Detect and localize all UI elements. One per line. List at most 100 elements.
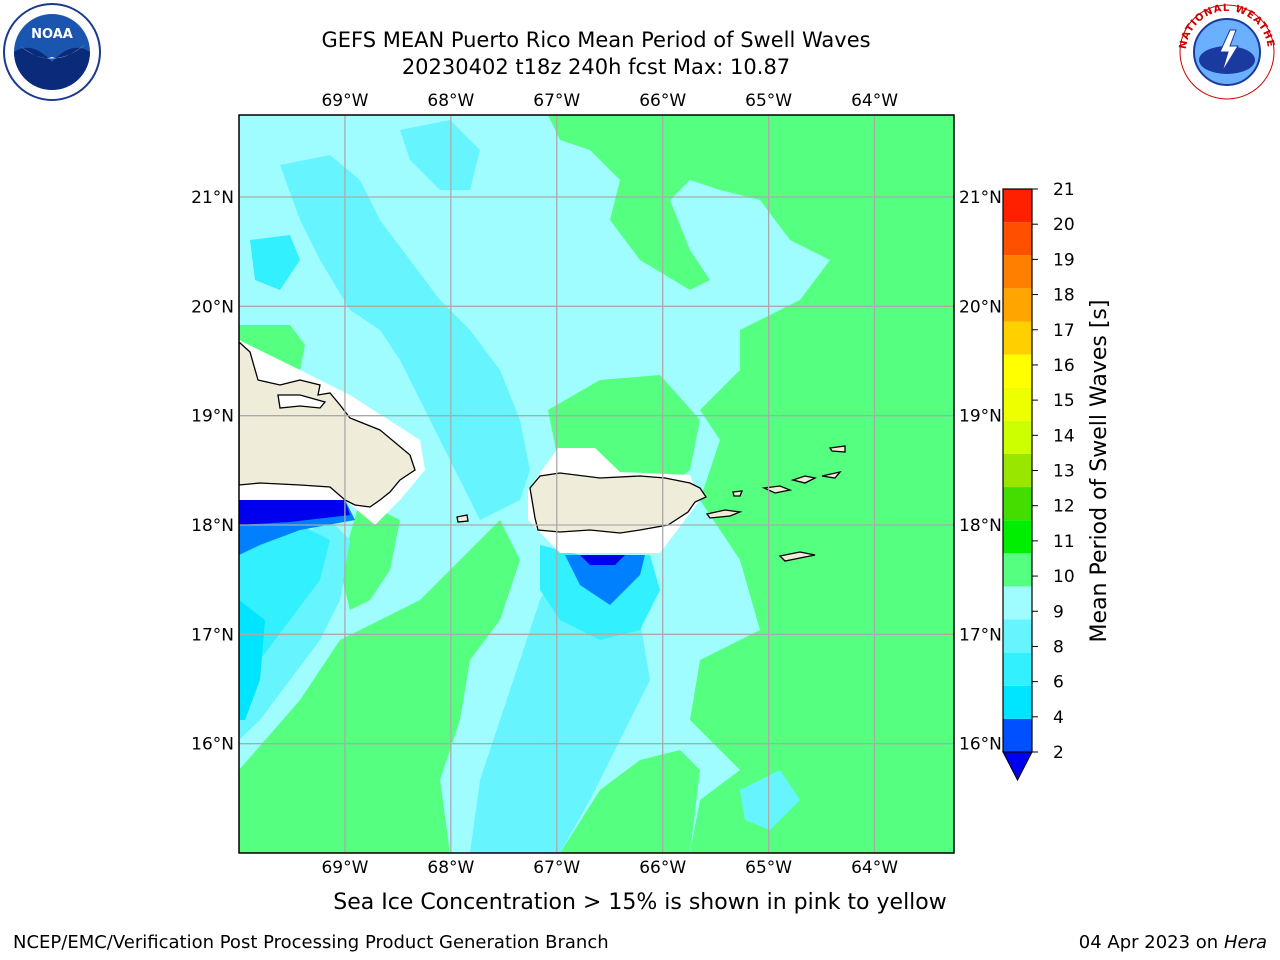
colorbar-band <box>1003 619 1032 653</box>
colorbar-band <box>1003 321 1032 355</box>
mona-island <box>456 514 469 523</box>
lat-label-left: 19°N <box>191 407 234 427</box>
hispaniola-land <box>239 341 416 508</box>
lon-label-bottom: 68°W <box>427 858 474 878</box>
colorbar-extend-arrow <box>1002 751 1033 782</box>
period-9-10-west-strip <box>340 500 400 610</box>
colorbar-band <box>1003 255 1032 289</box>
colorbar-band <box>1003 586 1032 620</box>
lat-label-right: 19°N <box>959 407 1002 427</box>
colorbar-tick-label: 13 <box>1053 462 1075 482</box>
lon-label-bottom: 67°W <box>533 858 580 878</box>
lon-label-top: 66°W <box>639 91 686 111</box>
colorbar-tick-label: 14 <box>1053 426 1075 446</box>
period-7-8-north-east-tongue <box>400 120 480 190</box>
colorbar-band <box>1003 520 1032 554</box>
colorbar-tick-label: 12 <box>1053 497 1075 517</box>
colorbar-tick-label: 6 <box>1053 673 1064 693</box>
map-frame <box>238 114 955 854</box>
graticule <box>239 115 954 853</box>
period-6-7-nw-patch <box>250 235 300 290</box>
lon-label-bottom: 64°W <box>851 858 898 878</box>
period-4-6-sw-edge <box>239 600 265 720</box>
lat-label-left: 16°N <box>191 735 234 755</box>
lat-label-right: 16°N <box>959 735 1002 755</box>
latitude-labels-left: 21°N 20°N 19°N 18°N 17°N 16°N <box>191 188 234 755</box>
colorbar-band <box>1003 718 1032 752</box>
lat-label-left: 17°N <box>191 625 234 645</box>
lon-label-top: 69°W <box>321 91 368 111</box>
colorbar-band <box>1003 222 1032 256</box>
colorbar-band <box>1003 288 1032 322</box>
st-croix-island <box>778 551 816 562</box>
period-9-10-southwest-region <box>239 520 520 853</box>
period-7-8-north-tongue <box>280 155 530 520</box>
sea-ice-caption: Sea Ice Concentration > 15% is shown in … <box>333 890 947 915</box>
map-title-line-1: GEFS MEAN Puerto Rico Mean Period of Swe… <box>321 28 871 52</box>
colorbar-band <box>1003 487 1032 521</box>
colorbar-tick-label: 19 <box>1053 250 1075 270</box>
colorbar-tick-label: 11 <box>1053 532 1075 552</box>
lat-label-left: 21°N <box>191 188 234 208</box>
colorbar <box>1002 188 1033 782</box>
national-weather-service-logo: NATIONAL WEATHER SERVICE <box>1176 2 1275 100</box>
period-2-4-south-of-pr <box>565 555 645 605</box>
lat-label-right: 20°N <box>959 297 1002 317</box>
lon-label-bottom: 66°W <box>639 858 686 878</box>
colorbar-tick-label: 16 <box>1053 356 1075 376</box>
footer-date-text: 04 Apr 2023 on <box>1078 932 1224 953</box>
colorbar-band <box>1003 652 1032 686</box>
colorbar-tick-label: 20 <box>1053 215 1075 235</box>
colorbar-tick-label: 8 <box>1053 637 1064 657</box>
period-below-2-hispaniola-south <box>239 500 350 525</box>
lon-label-bottom: 69°W <box>321 858 368 878</box>
lon-label-top: 68°W <box>427 91 474 111</box>
lon-label-bottom: 65°W <box>745 858 792 878</box>
colorbar-band <box>1003 685 1032 719</box>
puerto-rico-land <box>529 472 707 534</box>
colorbar-ticks: 2 4 6 8 9 10 11 12 13 14 15 16 17 18 19 20 21 <box>1032 180 1075 763</box>
colorbar-tick-label: 4 <box>1053 708 1064 728</box>
colorbar-tick-label: 18 <box>1053 286 1075 306</box>
noaa-logo-text: NOAA <box>31 27 73 42</box>
footer-host: Hera <box>1223 932 1267 953</box>
lat-label-left: 18°N <box>191 516 234 536</box>
lat-label-left: 20°N <box>191 297 234 317</box>
latitude-labels-right: 21°N 20°N 19°N 18°N 17°N 16°N <box>959 188 1002 755</box>
colorbar-band <box>1003 387 1032 421</box>
noaa-logo: NOAA <box>3 3 101 101</box>
colorbar-band <box>1003 553 1032 587</box>
lon-label-top: 64°W <box>851 91 898 111</box>
colorbar-tick-label: 2 <box>1053 743 1064 763</box>
colorbar-tick-label: 9 <box>1053 602 1064 622</box>
lat-label-right: 21°N <box>959 188 1002 208</box>
lon-label-top: 67°W <box>533 91 580 111</box>
footer-credit: NCEP/EMC/Verification Post Processing Pr… <box>13 932 609 953</box>
map-title-line-2: 20230402 t18z 240h fcst Max: 10.87 <box>401 55 791 79</box>
footer-date: 04 Apr 2023 on Hera <box>1079 932 1267 953</box>
lon-label-top: 65°W <box>745 91 792 111</box>
longitude-labels-bottom: 69°W 68°W 67°W 66°W 65°W 64°W <box>321 858 898 878</box>
lat-label-right: 17°N <box>959 625 1002 645</box>
colorbar-label: Mean Period of Swell Waves [s] <box>1087 300 1112 643</box>
period-9-10-south-central <box>560 750 700 853</box>
longitude-labels-top: 69°W 68°W 67°W 66°W 65°W 64°W <box>321 91 898 111</box>
colorbar-tick-label: 21 <box>1053 180 1075 200</box>
colorbar-tick-label: 10 <box>1053 567 1075 587</box>
colorbar-tick-label: 15 <box>1053 391 1075 411</box>
period-below-2-south-of-pr <box>580 555 625 565</box>
period-7-8-se-patch <box>740 770 800 830</box>
colorbar-band <box>1003 453 1032 488</box>
colorbar-tick-label: 17 <box>1053 321 1075 341</box>
hispaniola-peninsula <box>277 394 327 409</box>
lat-label-right: 18°N <box>959 516 1002 536</box>
colorbar-band <box>1003 420 1032 454</box>
vieques-island <box>705 509 743 519</box>
colorbar-band <box>1003 354 1032 388</box>
colorbar-band <box>1003 189 1032 223</box>
contour-fill-layer <box>239 115 954 853</box>
culebra-island <box>732 490 744 497</box>
virgin-islands <box>761 445 846 494</box>
period-9-10-east-region <box>548 115 954 853</box>
